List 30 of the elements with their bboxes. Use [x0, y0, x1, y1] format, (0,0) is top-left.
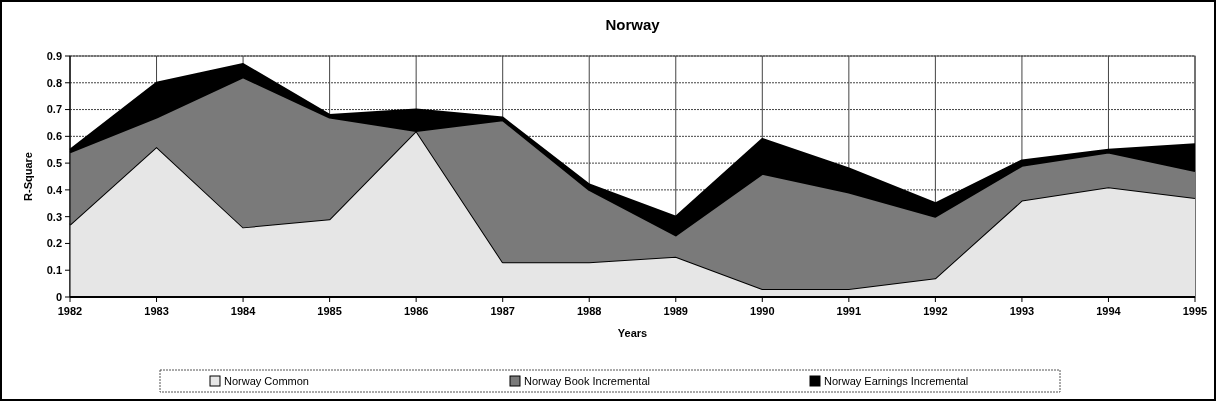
legend-label: Norway Common: [224, 375, 309, 387]
y-axis-title: R-Square: [22, 152, 34, 201]
y-tick-label: 0.8: [46, 76, 62, 89]
y-tick-label: 0: [55, 290, 62, 303]
legend-label: Norway Book Incremental: [524, 375, 650, 387]
x-tick-label: 1986: [403, 305, 429, 317]
y-tick-label: 0.6: [46, 130, 62, 143]
x-tick-label: 1990: [750, 305, 775, 317]
x-tick-label: 1991: [836, 305, 862, 317]
y-tick-label: 0.2: [46, 237, 62, 250]
x-axis-title: Years: [617, 327, 648, 339]
y-tick-label: 0.9: [46, 49, 62, 62]
x-tick-label: 1989: [663, 305, 689, 317]
x-tick-label: 1992: [923, 305, 948, 317]
x-tick-label: 1988: [576, 305, 602, 317]
y-tick-label: 0.7: [46, 103, 62, 116]
x-tick-label: 1982: [57, 305, 83, 317]
x-tick-label: 1987: [490, 305, 515, 317]
x-tick-label: 1993: [1009, 305, 1035, 317]
y-tick-label: 0.1: [46, 264, 62, 277]
x-tick-label: 1985: [317, 305, 342, 317]
x-tick-label: 1984: [230, 305, 257, 317]
chart-title: Norway: [605, 16, 661, 33]
x-tick-label: 1994: [1096, 305, 1122, 317]
legend-label: Norway Earnings Incremental: [824, 375, 969, 387]
x-tick-label: 1983: [144, 305, 169, 317]
y-tick-label: 0.5: [46, 156, 62, 169]
x-tick-label: 1995: [1182, 305, 1208, 317]
y-tick-label: 0.3: [46, 210, 62, 223]
y-tick-label: 0.4: [46, 183, 63, 196]
